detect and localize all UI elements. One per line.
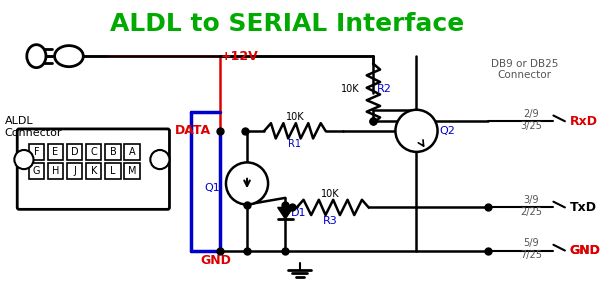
Text: C: C [91, 147, 97, 157]
Bar [48, 163, 63, 179]
Text: R2: R2 [377, 84, 392, 94]
Text: 7/25: 7/25 [520, 250, 542, 260]
Text: 2/9: 2/9 [524, 109, 539, 119]
Text: F: F [34, 147, 39, 157]
Circle shape [151, 150, 169, 169]
Text: Connector: Connector [497, 70, 551, 80]
Text: D: D [71, 147, 79, 157]
Text: H: H [52, 166, 59, 176]
Bar [86, 144, 101, 160]
Text: 5/9: 5/9 [524, 238, 539, 248]
Circle shape [14, 150, 34, 169]
Ellipse shape [55, 46, 83, 67]
Bar [67, 144, 82, 160]
Ellipse shape [27, 45, 46, 68]
Text: A: A [129, 147, 136, 157]
Bar [86, 163, 101, 179]
Text: DATA: DATA [175, 124, 211, 137]
Bar [106, 163, 121, 179]
Text: GND: GND [569, 244, 600, 257]
Bar [29, 163, 44, 179]
Text: D1: D1 [291, 208, 307, 218]
Text: 10K: 10K [321, 189, 340, 199]
Text: 10K: 10K [341, 84, 360, 94]
Text: ALDL to SERIAL Interface: ALDL to SERIAL Interface [110, 12, 464, 36]
Text: L: L [110, 166, 116, 176]
Text: J: J [73, 166, 76, 176]
Circle shape [395, 110, 437, 152]
Text: 3/25: 3/25 [520, 121, 542, 131]
Text: E: E [52, 147, 59, 157]
Bar [48, 144, 63, 160]
Text: Q1: Q1 [205, 183, 220, 193]
Text: 2/25: 2/25 [520, 207, 542, 217]
Bar [124, 144, 140, 160]
Text: G: G [32, 166, 40, 176]
Bar [29, 144, 44, 160]
Text: R3: R3 [323, 216, 338, 226]
Text: GND: GND [200, 254, 231, 267]
Polygon shape [278, 208, 293, 219]
Text: DB9 or DB25: DB9 or DB25 [491, 59, 559, 69]
Text: Connector: Connector [5, 128, 62, 138]
Text: M: M [128, 166, 136, 176]
Bar [124, 163, 140, 179]
Text: 10K: 10K [286, 112, 304, 122]
Bar [106, 144, 121, 160]
Circle shape [226, 162, 268, 205]
Text: TxD: TxD [569, 201, 596, 214]
Text: Q2: Q2 [439, 126, 455, 136]
Text: 3/9: 3/9 [524, 195, 539, 205]
Text: +12V: +12V [220, 50, 258, 63]
Text: GND: GND [569, 244, 600, 257]
Text: R1: R1 [289, 139, 301, 149]
Text: RxD: RxD [569, 115, 598, 128]
Text: ALDL: ALDL [5, 116, 34, 126]
Text: B: B [110, 147, 116, 157]
Bar [67, 163, 82, 179]
FancyBboxPatch shape [17, 129, 169, 209]
Text: K: K [91, 166, 97, 176]
